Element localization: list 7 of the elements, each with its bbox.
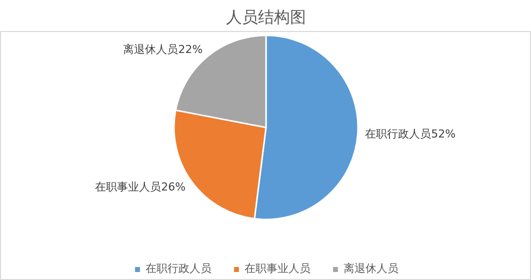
data-label: 在职事业人员26% (95, 180, 186, 194)
legend-label: 在职行政人员 (146, 261, 212, 276)
chart-title: 人员结构图 (226, 8, 306, 26)
data-label: 离退休人员22% (123, 42, 203, 56)
data-label: 在职行政人员52% (365, 127, 456, 140)
legend-label: 在职事业人员 (244, 261, 310, 276)
legend-label: 离退休人员 (344, 261, 398, 276)
